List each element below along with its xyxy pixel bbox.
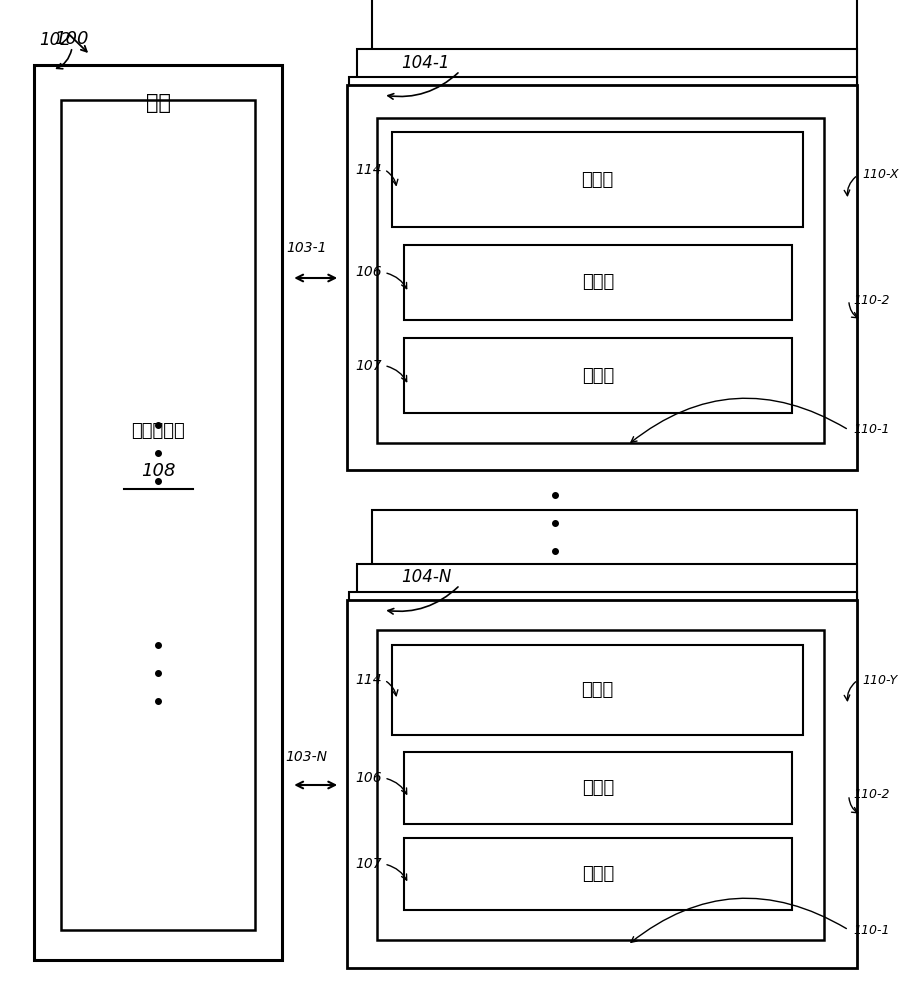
Bar	[377, 630, 824, 940]
Text: 103-1: 103-1	[287, 241, 327, 255]
Bar	[377, 118, 824, 443]
Text: 110-1: 110-1	[853, 423, 889, 436]
Text: 110-Y: 110-Y	[862, 674, 897, 687]
Text: 控制器: 控制器	[582, 681, 613, 699]
Bar	[347, 85, 857, 470]
Text: 110-1: 110-1	[853, 924, 889, 936]
Text: 104-1: 104-1	[401, 54, 450, 72]
Text: 寄存器: 寄存器	[582, 865, 614, 883]
Bar	[404, 338, 792, 413]
Text: 114: 114	[354, 162, 382, 176]
Text: 107: 107	[354, 857, 382, 871]
Text: 寄存器: 寄存器	[582, 366, 614, 384]
Text: 主机控制器: 主机控制器	[132, 422, 185, 440]
Text: 控制器: 控制器	[582, 170, 613, 188]
Bar	[404, 838, 792, 910]
Text: 主机: 主机	[146, 93, 170, 113]
Bar	[349, 592, 857, 960]
Text: 107: 107	[354, 359, 382, 372]
Text: 110-2: 110-2	[853, 788, 889, 802]
Bar	[347, 600, 857, 968]
Bar	[392, 645, 803, 735]
Bar	[372, 0, 857, 380]
Text: 100: 100	[54, 30, 88, 48]
Text: 110-X: 110-X	[862, 168, 899, 182]
Text: 108: 108	[141, 462, 176, 480]
Bar	[357, 49, 857, 434]
Bar	[34, 65, 282, 960]
Bar	[61, 100, 255, 930]
Text: 114: 114	[354, 673, 382, 687]
Bar	[357, 564, 857, 932]
Text: 106: 106	[354, 771, 382, 785]
Text: 103-N: 103-N	[286, 750, 327, 764]
Bar	[392, 132, 803, 227]
Text: 缓冲器: 缓冲器	[582, 273, 614, 292]
Bar	[404, 245, 792, 320]
Text: 102: 102	[39, 31, 70, 49]
Bar	[404, 752, 792, 824]
Text: 110-2: 110-2	[853, 294, 889, 306]
Bar	[372, 510, 857, 878]
Text: 106: 106	[354, 265, 382, 279]
Text: 104-N: 104-N	[401, 568, 452, 586]
Bar	[349, 77, 857, 462]
Text: 缓冲器: 缓冲器	[582, 779, 614, 797]
